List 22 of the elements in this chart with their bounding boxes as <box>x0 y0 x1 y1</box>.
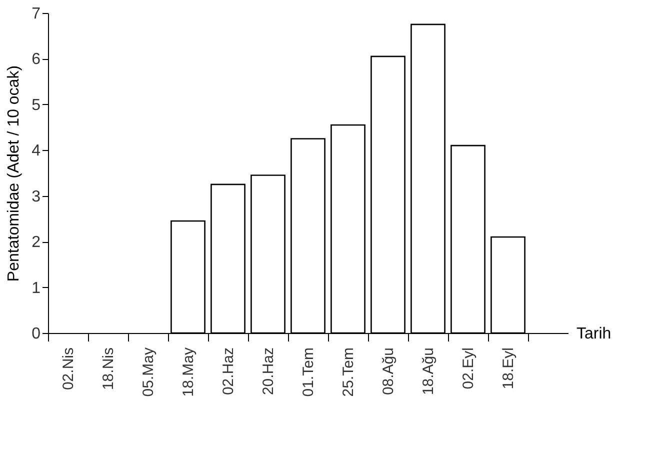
x-tick-label: 02.Eyl <box>460 348 477 390</box>
x-tick-label: 18.Ağu <box>420 348 437 396</box>
x-tick-label: 02.Nis <box>60 348 77 390</box>
x-tick-label: 20.Haz <box>260 348 277 396</box>
y-tick-label: 6 <box>32 51 41 68</box>
x-tick-label: 18.May <box>180 347 197 397</box>
x-tick-label: 25.Tem <box>340 348 357 397</box>
x-tick-label: 02.Haz <box>220 348 237 396</box>
y-axis-title: Pentatomidae (Adet / 10 ocak) <box>6 65 23 282</box>
x-tick-label: 01.Tem <box>300 348 317 397</box>
y-tick-label: 5 <box>32 96 41 114</box>
y-tick-label: 3 <box>32 188 41 206</box>
x-tick-label: 08.Ağu <box>380 348 397 396</box>
y-tick-label: 4 <box>32 142 41 160</box>
y-tick-label: 1 <box>32 280 41 297</box>
x-axis-title: Tarih <box>576 326 612 342</box>
y-tick-label: 7 <box>32 6 41 22</box>
y-tick-label: 2 <box>32 234 41 252</box>
x-tick-label: 18.Eyl <box>500 348 517 390</box>
x-tick-label: 05.May <box>140 347 157 397</box>
y-tick-label: 0 <box>32 326 41 342</box>
x-tick-label: 18.Nis <box>100 348 117 390</box>
